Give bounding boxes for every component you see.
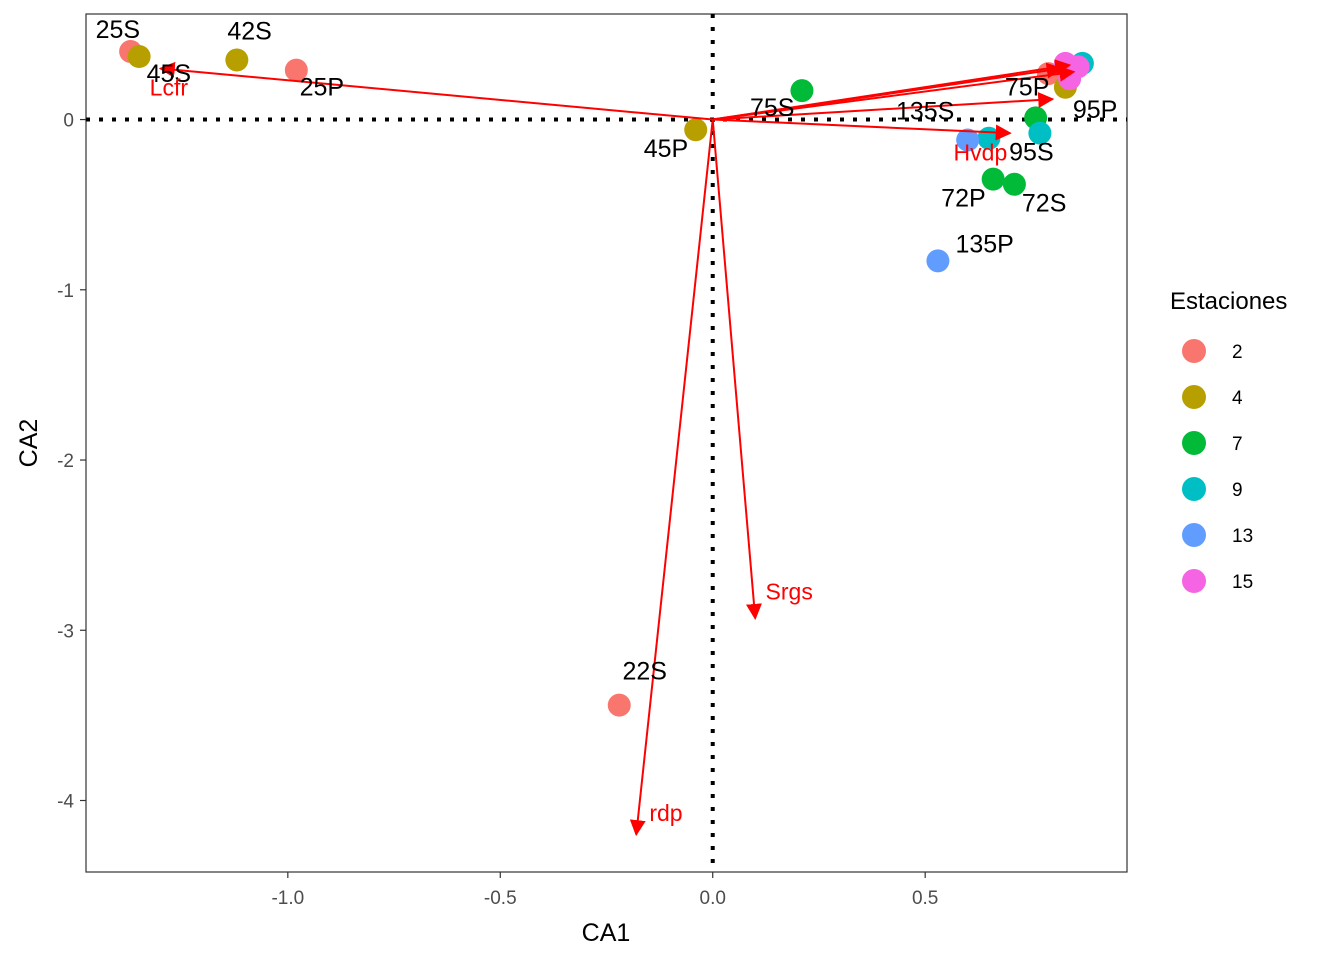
data-point-19 bbox=[1058, 67, 1082, 91]
data-point-11 bbox=[1002, 172, 1026, 196]
y-axis-title: CA2 bbox=[15, 419, 43, 468]
vector-arrow-7 bbox=[712, 59, 1072, 121]
data-point-2 bbox=[607, 693, 631, 717]
point-label-10: 72P bbox=[941, 184, 985, 212]
vector-arrow-1 bbox=[712, 118, 1012, 141]
point-label-4: 45P bbox=[644, 135, 688, 163]
x-axis-title: CA1 bbox=[582, 919, 631, 947]
point-label-11: 72S bbox=[1022, 189, 1066, 217]
vector-arrow-6 bbox=[712, 91, 1055, 121]
legend-key-7 bbox=[1182, 431, 1206, 455]
x-tick-label-0: -1.0 bbox=[271, 888, 304, 909]
point-label-2: 45S bbox=[147, 60, 191, 88]
y-tick-label-4: 0 bbox=[63, 111, 74, 132]
vector-label-3: rdp bbox=[649, 800, 682, 826]
data-point-10 bbox=[981, 167, 1005, 191]
data-point-16 bbox=[926, 249, 950, 273]
vector-arrow-3 bbox=[629, 119, 714, 837]
point-label-13: 22S bbox=[622, 658, 666, 686]
data-point-6 bbox=[684, 118, 708, 142]
legend-key-2 bbox=[1182, 339, 1206, 363]
data-point-13 bbox=[1028, 121, 1052, 145]
point-label-9: 95S bbox=[1009, 138, 1053, 166]
legend-label-13: 13 bbox=[1232, 526, 1253, 547]
legend-key-9 bbox=[1182, 477, 1206, 501]
point-label-5: 75S bbox=[750, 94, 794, 122]
point-label-6: 135S bbox=[896, 98, 954, 126]
legend-key-4 bbox=[1182, 385, 1206, 409]
vector-label-2: Srgs bbox=[766, 579, 813, 605]
y-tick-label-1: -3 bbox=[57, 621, 74, 642]
x-tick-label-3: 0.5 bbox=[912, 888, 938, 909]
legend-label-4: 4 bbox=[1232, 388, 1243, 409]
point-label-12: 135P bbox=[955, 230, 1013, 258]
point-label-0: 25S bbox=[96, 16, 140, 44]
legend-label-7: 7 bbox=[1232, 434, 1243, 455]
point-label-3: 25P bbox=[300, 74, 344, 102]
point-label-8: 95P bbox=[1073, 96, 1117, 124]
legend-label-9: 9 bbox=[1232, 480, 1243, 501]
data-point-5 bbox=[225, 48, 249, 72]
y-tick-label-2: -2 bbox=[57, 451, 74, 472]
vector-arrow-5 bbox=[712, 65, 1076, 121]
x-tick-label-1: -0.5 bbox=[484, 888, 517, 909]
plot-panel bbox=[85, 13, 1128, 873]
legend-key-15 bbox=[1182, 569, 1206, 593]
y-tick-label-3: -1 bbox=[57, 281, 74, 302]
vector-arrow-0 bbox=[158, 61, 713, 121]
data-point-1 bbox=[284, 58, 308, 82]
point-label-7: 75P bbox=[1005, 74, 1049, 102]
data-point-8 bbox=[790, 79, 814, 103]
vector-label-0: Lcfr bbox=[150, 75, 189, 101]
data-point-15 bbox=[956, 128, 980, 152]
y-tick-label-0: -4 bbox=[57, 792, 74, 813]
data-point-4 bbox=[127, 45, 151, 69]
legend-label-15: 15 bbox=[1232, 572, 1253, 593]
x-tick-label-2: 0.0 bbox=[700, 888, 726, 909]
legend-title: Estaciones bbox=[1170, 288, 1287, 315]
vector-label-1: Hvdp bbox=[954, 139, 1008, 165]
vector-arrow-2 bbox=[711, 119, 762, 620]
legend-key-13 bbox=[1182, 523, 1206, 547]
legend-label-2: 2 bbox=[1232, 342, 1243, 363]
point-label-1: 42S bbox=[227, 18, 271, 46]
